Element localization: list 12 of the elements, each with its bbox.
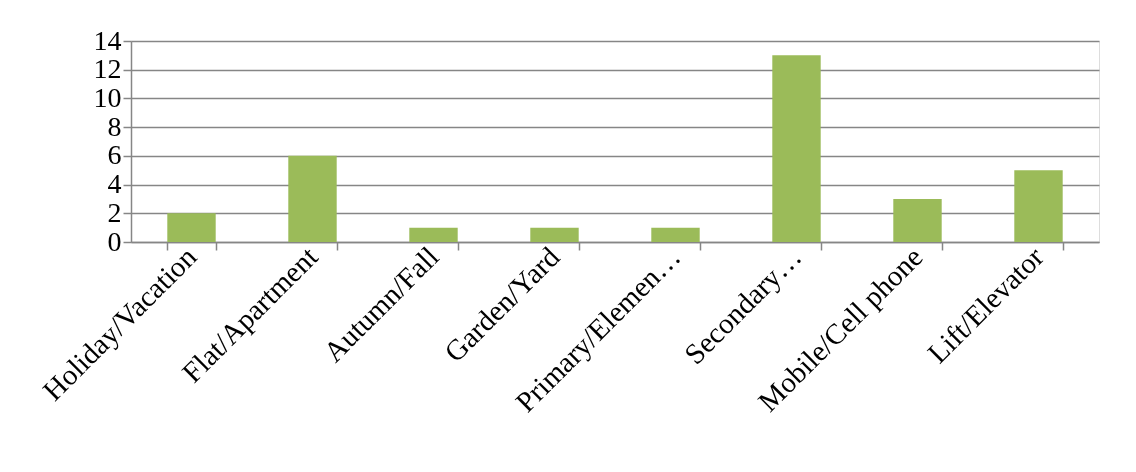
bar <box>288 155 337 242</box>
bar <box>772 55 821 242</box>
y-tick-label: 14 <box>93 24 122 56</box>
bar <box>167 213 216 242</box>
bar <box>530 227 579 242</box>
bar <box>893 198 942 242</box>
bar <box>409 227 458 242</box>
bar <box>1014 170 1063 242</box>
bar <box>651 227 700 242</box>
y-tick-label: 0 <box>107 225 122 257</box>
y-tick-label: 6 <box>107 139 122 171</box>
y-tick-label: 8 <box>107 110 122 142</box>
